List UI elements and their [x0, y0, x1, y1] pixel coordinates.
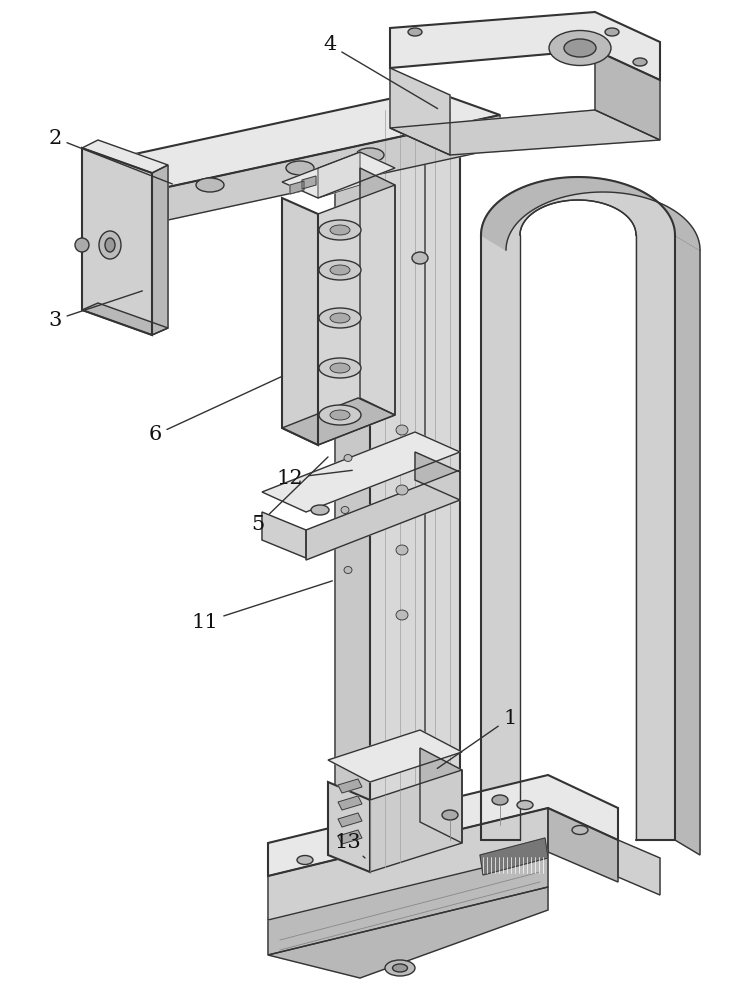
Ellipse shape: [492, 795, 508, 805]
Polygon shape: [425, 88, 460, 820]
Ellipse shape: [297, 856, 313, 864]
Polygon shape: [328, 782, 370, 872]
Ellipse shape: [549, 30, 611, 66]
Polygon shape: [390, 12, 660, 80]
Ellipse shape: [196, 178, 224, 192]
Ellipse shape: [319, 405, 361, 425]
Ellipse shape: [330, 265, 350, 275]
Polygon shape: [82, 303, 168, 335]
Polygon shape: [290, 181, 304, 194]
Ellipse shape: [396, 485, 408, 495]
Polygon shape: [98, 162, 168, 218]
Polygon shape: [481, 177, 675, 840]
Ellipse shape: [330, 363, 350, 373]
Ellipse shape: [330, 410, 350, 420]
Polygon shape: [338, 830, 362, 844]
Polygon shape: [335, 88, 460, 142]
Polygon shape: [675, 235, 700, 855]
Polygon shape: [152, 165, 168, 335]
Ellipse shape: [396, 425, 408, 435]
Polygon shape: [282, 152, 395, 198]
Ellipse shape: [105, 238, 115, 252]
Ellipse shape: [99, 231, 121, 259]
Text: 5: 5: [251, 457, 328, 534]
Polygon shape: [338, 796, 362, 810]
Polygon shape: [262, 512, 306, 558]
Ellipse shape: [385, 960, 415, 976]
Polygon shape: [338, 779, 362, 793]
Polygon shape: [268, 850, 548, 955]
Ellipse shape: [393, 964, 407, 972]
Polygon shape: [282, 398, 395, 445]
Text: 3: 3: [48, 291, 142, 330]
Polygon shape: [306, 470, 460, 560]
Ellipse shape: [75, 238, 89, 252]
Ellipse shape: [442, 810, 458, 820]
Polygon shape: [595, 50, 660, 140]
Ellipse shape: [344, 566, 352, 574]
Ellipse shape: [319, 308, 361, 328]
Ellipse shape: [330, 313, 350, 323]
Ellipse shape: [564, 39, 596, 57]
Polygon shape: [480, 838, 548, 875]
Text: 13: 13: [334, 832, 365, 858]
Polygon shape: [268, 775, 618, 876]
Ellipse shape: [605, 28, 619, 36]
Polygon shape: [268, 887, 548, 978]
Polygon shape: [481, 177, 700, 250]
Polygon shape: [82, 148, 152, 335]
Polygon shape: [360, 168, 395, 415]
Polygon shape: [390, 110, 660, 155]
Ellipse shape: [396, 610, 408, 620]
Ellipse shape: [311, 505, 329, 515]
Ellipse shape: [319, 260, 361, 280]
Text: 11: 11: [191, 581, 332, 632]
Polygon shape: [338, 813, 362, 827]
Polygon shape: [415, 452, 460, 500]
Polygon shape: [390, 68, 450, 155]
Ellipse shape: [412, 252, 428, 264]
Polygon shape: [82, 140, 168, 173]
Text: 6: 6: [148, 376, 283, 444]
Text: 4: 4: [323, 35, 437, 109]
Polygon shape: [282, 198, 318, 445]
Ellipse shape: [396, 545, 408, 555]
Polygon shape: [318, 152, 360, 198]
Polygon shape: [618, 840, 660, 895]
Polygon shape: [370, 770, 462, 872]
Ellipse shape: [356, 148, 384, 162]
Text: 2: 2: [48, 128, 172, 184]
Ellipse shape: [286, 161, 314, 175]
Ellipse shape: [330, 225, 350, 235]
Polygon shape: [548, 808, 618, 882]
Polygon shape: [168, 115, 500, 220]
Polygon shape: [420, 748, 462, 843]
Ellipse shape: [408, 28, 422, 36]
Ellipse shape: [319, 358, 361, 378]
Ellipse shape: [319, 220, 361, 240]
Polygon shape: [262, 432, 460, 512]
Ellipse shape: [341, 506, 349, 514]
Ellipse shape: [572, 826, 588, 834]
Text: 12: 12: [277, 468, 353, 488]
Text: 1: 1: [437, 708, 517, 768]
Polygon shape: [98, 90, 500, 187]
Polygon shape: [370, 105, 460, 857]
Polygon shape: [302, 176, 316, 189]
Polygon shape: [318, 185, 395, 445]
Polygon shape: [328, 730, 462, 782]
Polygon shape: [335, 125, 370, 857]
Polygon shape: [268, 808, 548, 920]
Ellipse shape: [344, 454, 352, 462]
Ellipse shape: [633, 58, 647, 66]
Ellipse shape: [517, 800, 533, 810]
